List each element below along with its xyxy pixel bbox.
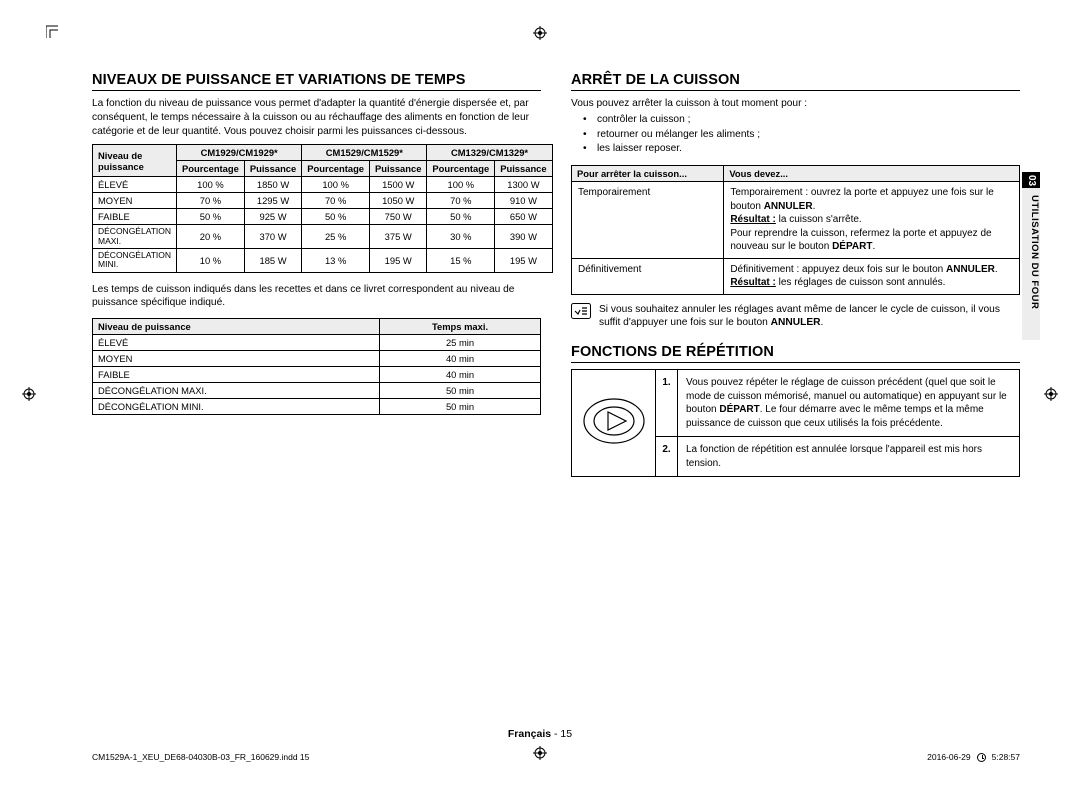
table-row: MOYEN40 min xyxy=(93,351,541,367)
table-cell: Temporairement : ouvrez la porte et appu… xyxy=(724,182,1020,259)
right-column: ARRÊT DE LA CUISSON Vous pouvez arrêter … xyxy=(571,72,1020,748)
page-footer-timestamp: 2016-06-29 5:28:57 xyxy=(927,752,1020,762)
repeat-functions-table: 1. Vous pouvez répéter le réglage de cui… xyxy=(571,369,1020,477)
registration-mark-icon xyxy=(533,26,547,40)
stop-cooking-table: Pour arrêter la cuisson... Vous devez...… xyxy=(571,165,1020,295)
note-icon xyxy=(571,303,591,331)
intro-text: Vous pouvez arrêter la cuisson à tout mo… xyxy=(571,97,1020,111)
intro-text: La fonction du niveau de puissance vous … xyxy=(92,97,541,138)
power-level-table: Niveau de puissance CM1929/CM1929* CM152… xyxy=(92,144,553,272)
page-footer-filename: CM1529A-1_XEU_DE68-04030B-03_FR_160629.i… xyxy=(92,752,309,762)
table-cell: Définitivement : appuyez deux fois sur l… xyxy=(724,258,1020,294)
corner-mark-icon xyxy=(46,18,66,38)
step-number: 2. xyxy=(656,437,678,477)
section-tab: 03 UTILISATION DU FOUR xyxy=(1022,172,1040,340)
left-column: NIVEAUX DE PUISSANCE ET VARIATIONS DE TE… xyxy=(92,72,541,748)
caption-text: Les temps de cuisson indiqués dans les r… xyxy=(92,283,541,311)
table-subheader: Puissance xyxy=(244,161,301,177)
table-header: Niveau de puissance xyxy=(93,145,177,177)
list-item: les laisser reposer. xyxy=(597,142,1020,157)
step-number: 1. xyxy=(656,370,678,437)
table-header: Pour arrêter la cuisson... xyxy=(572,166,724,182)
start-button-icon-cell xyxy=(572,370,656,477)
heading-repeat: FONCTIONS DE RÉPÉTITION xyxy=(571,344,1020,363)
table-header: CM1529/CM1529* xyxy=(302,145,427,161)
start-button-icon xyxy=(582,396,646,446)
registration-mark-icon xyxy=(1044,387,1058,401)
table-header: CM1329/CM1329* xyxy=(427,145,552,161)
table-header: Niveau de puissance xyxy=(93,319,380,335)
table-subheader: Pourcentage xyxy=(177,161,245,177)
page: 03 UTILISATION DU FOUR NIVEAUX DE PUISSA… xyxy=(0,0,1080,788)
table-row: DÉCONGÉLATION MAXI. 20 %370 W 25 %375 W … xyxy=(93,225,553,249)
section-tab-label: UTILISATION DU FOUR xyxy=(1022,193,1040,309)
table-subheader: Puissance xyxy=(370,161,427,177)
list-item: retourner ou mélanger les aliments ; xyxy=(597,128,1020,143)
clock-icon xyxy=(977,753,986,762)
table-row: DÉCONGÉLATION MINI.50 min xyxy=(93,399,541,415)
bullet-list: contrôler la cuisson ; retourner ou méla… xyxy=(571,113,1020,157)
step-text: La fonction de répétition est annulée lo… xyxy=(678,437,1020,477)
max-time-table: Niveau de puissance Temps maxi. ÉLEVÉ25 … xyxy=(92,318,541,415)
table-subheader: Pourcentage xyxy=(302,161,370,177)
table-row: DÉCONGÉLATION MAXI.50 min xyxy=(93,383,541,399)
note-text: Si vous souhaitez annuler les réglages a… xyxy=(599,303,1020,331)
table-row: ÉLEVÉ 100 %1850 W 100 %1500 W 100 %1300 … xyxy=(93,177,553,193)
table-row: 1. Vous pouvez répéter le réglage de cui… xyxy=(572,370,1020,437)
table-subheader: Pourcentage xyxy=(427,161,495,177)
table-row: Temporairement Temporairement : ouvrez l… xyxy=(572,182,1020,259)
table-header: CM1929/CM1929* xyxy=(177,145,302,161)
registration-mark-icon xyxy=(533,746,547,760)
table-header: Temps maxi. xyxy=(380,319,541,335)
table-row: MOYEN 70 %1295 W 70 %1050 W 70 %910 W xyxy=(93,193,553,209)
table-row: Définitivement Définitivement : appuyez … xyxy=(572,258,1020,294)
step-text: Vous pouvez répéter le réglage de cuisso… xyxy=(678,370,1020,437)
section-tab-number: 03 xyxy=(1022,173,1040,189)
table-row: ÉLEVÉ25 min xyxy=(93,335,541,351)
table-subheader: Puissance xyxy=(495,161,552,177)
table-row: FAIBLE40 min xyxy=(93,367,541,383)
table-row: FAIBLE 50 %925 W 50 %750 W 50 %650 W xyxy=(93,209,553,225)
registration-mark-icon xyxy=(22,387,36,401)
table-header: Vous devez... xyxy=(724,166,1020,182)
note: Si vous souhaitez annuler les réglages a… xyxy=(571,303,1020,331)
list-item: contrôler la cuisson ; xyxy=(597,113,1020,128)
heading-stop-cooking: ARRÊT DE LA CUISSON xyxy=(571,72,1020,91)
heading-power-levels: NIVEAUX DE PUISSANCE ET VARIATIONS DE TE… xyxy=(92,72,541,91)
content-columns: NIVEAUX DE PUISSANCE ET VARIATIONS DE TE… xyxy=(92,72,1020,748)
page-footer-center: Français - 15 xyxy=(0,728,1080,740)
table-row: DÉCONGÉLATION MINI. 10 %185 W 13 %195 W … xyxy=(93,248,553,272)
